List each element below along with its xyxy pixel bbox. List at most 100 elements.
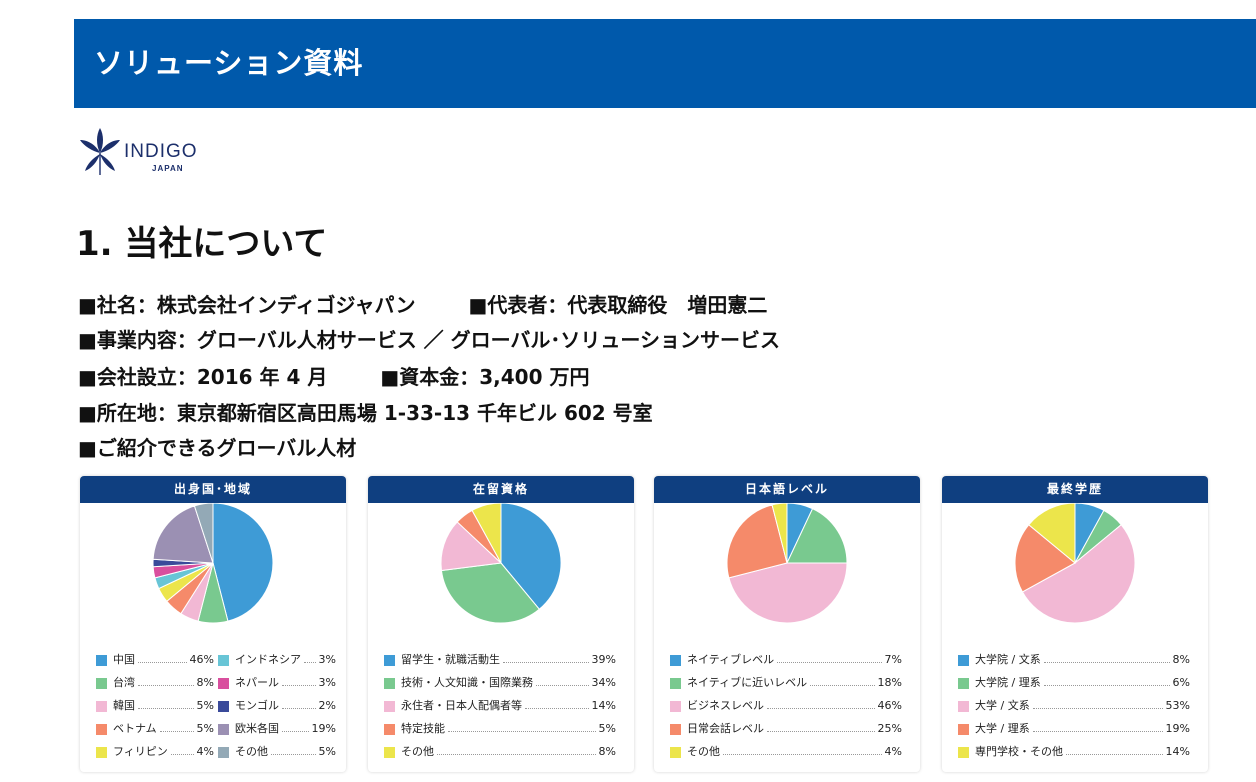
legend-label: 大学 / 文系 bbox=[975, 699, 1030, 712]
chart-card-visa: 在留資格 留学生・就職活動生 39% 技術・人文知識・国際業務 34% 永住者・日本人配… bbox=[368, 476, 634, 772]
logo-subtext: JAPAN bbox=[152, 164, 184, 173]
leader-dots bbox=[282, 707, 316, 709]
legend-swatch bbox=[218, 700, 229, 712]
pie-slice bbox=[771, 503, 788, 564]
info-line-founded: ■会社設立：2016 年 4 月 ■資本金：3,400 万円 bbox=[78, 361, 589, 390]
legend-item: ビジネスレベル 46% bbox=[670, 698, 902, 714]
legend-label: 中国 bbox=[113, 653, 135, 666]
pie-slice bbox=[152, 505, 214, 564]
legend-swatch bbox=[670, 746, 681, 758]
leaf-logo-icon bbox=[80, 128, 120, 175]
legend-label: その他 bbox=[687, 745, 720, 758]
leader-dots bbox=[777, 661, 882, 663]
legend-swatch bbox=[218, 654, 229, 666]
legend-label: 大学院 / 理系 bbox=[975, 676, 1041, 689]
chart-card-japanese-level: 日本語レベル ネイティブレベル 7% ネイティブに近いレベル 18% ビジネスレベル 46… bbox=[654, 476, 920, 772]
founded-date: ■会社設立：2016 年 4 月 bbox=[78, 365, 328, 389]
legend-item: 欧米各国 19% bbox=[218, 721, 336, 737]
legend-label: 欧米各国 bbox=[235, 722, 279, 735]
chart-title: 在留資格 bbox=[368, 476, 634, 503]
legend-item: 日常会話レベル 25% bbox=[670, 721, 902, 737]
legend-value: 34% bbox=[591, 676, 616, 689]
leader-dots bbox=[282, 684, 316, 686]
leader-dots bbox=[1066, 753, 1163, 755]
legend-label: その他 bbox=[235, 745, 268, 758]
section-title: 1. 当社について bbox=[76, 224, 328, 264]
legend-value: 39% bbox=[591, 653, 616, 666]
legend-label: 留学生・就職活動生 bbox=[401, 653, 500, 666]
legend-item: 大学 / 理系 19% bbox=[958, 721, 1190, 737]
legend-item: 特定技能 5% bbox=[384, 721, 616, 737]
leader-dots bbox=[1032, 707, 1163, 709]
leader-dots bbox=[282, 730, 309, 732]
representative: ■代表者：代表取締役 増田憲二 bbox=[468, 293, 768, 317]
info-line-business: ■事業内容：グローバル人材サービス ／ グローバル･ソリューションサービス bbox=[78, 328, 781, 352]
legend-value: 14% bbox=[1165, 745, 1190, 758]
legend-item: フィリピン 4% bbox=[96, 744, 214, 760]
legend-swatch bbox=[384, 677, 395, 689]
leader-dots bbox=[159, 730, 194, 732]
legend-value: 19% bbox=[1165, 722, 1190, 735]
legend-swatch bbox=[218, 677, 229, 689]
leader-dots bbox=[1032, 730, 1163, 732]
legend-swatch bbox=[958, 723, 969, 735]
legend-item: 中国 46% bbox=[96, 652, 214, 668]
legend-swatch bbox=[218, 723, 229, 735]
legend-swatch bbox=[384, 654, 395, 666]
legend-swatch bbox=[384, 700, 395, 712]
legend-swatch bbox=[670, 654, 681, 666]
legend-label: フィリピン bbox=[113, 745, 168, 758]
leader-dots bbox=[304, 661, 316, 663]
legend-value: 4% bbox=[196, 745, 214, 758]
chart-title: 日本語レベル bbox=[654, 476, 920, 503]
legend-value: 8% bbox=[598, 745, 616, 758]
legend-item: ネイティブレベル 7% bbox=[670, 652, 902, 668]
legend-item: 大学院 / 理系 6% bbox=[958, 675, 1190, 691]
chart-card-origin: 出身国･地域 中国 46% 台湾 8% 韓国 5% ベトナム 5% フィリピン 4% インドネシア 3… bbox=[80, 476, 346, 772]
legend-value: 19% bbox=[311, 722, 336, 735]
leader-dots bbox=[138, 684, 194, 686]
legend-swatch bbox=[670, 677, 681, 689]
legend-value: 2% bbox=[318, 699, 336, 712]
legend-value: 46% bbox=[877, 699, 902, 712]
legend-swatch bbox=[96, 677, 107, 689]
pie-slice bbox=[1028, 503, 1076, 565]
legend-swatch bbox=[958, 746, 969, 758]
legend-item: モンゴル 2% bbox=[218, 698, 336, 714]
leader-dots bbox=[138, 661, 187, 663]
pie-chart bbox=[152, 503, 274, 623]
pie-chart bbox=[440, 503, 562, 623]
leader-dots bbox=[437, 753, 596, 755]
legend-value: 8% bbox=[196, 676, 214, 689]
pie-slice bbox=[728, 562, 848, 623]
pie-chart bbox=[1014, 503, 1136, 623]
chart-card-education: 最終学歴 大学院 / 文系 8% 大学院 / 理系 6% 大学 / 文系 53% 大学 / … bbox=[942, 476, 1208, 772]
legend-label: 専門学校・その他 bbox=[975, 745, 1063, 758]
legend-item: 大学 / 文系 53% bbox=[958, 698, 1190, 714]
legend-swatch bbox=[96, 723, 107, 735]
legend-value: 25% bbox=[877, 722, 902, 735]
legend-label: モンゴル bbox=[235, 699, 279, 712]
pie-slice bbox=[500, 503, 562, 610]
legend-value: 14% bbox=[591, 699, 616, 712]
legend-value: 18% bbox=[877, 676, 902, 689]
pie-chart bbox=[726, 503, 848, 623]
legend-value: 5% bbox=[196, 722, 214, 735]
info-line-talent: ■ご紹介できるグローバル人材 bbox=[78, 436, 357, 460]
legend-item: ネイティブに近いレベル 18% bbox=[670, 675, 902, 691]
legend-swatch bbox=[96, 654, 107, 666]
company-logo: INDIGO JAPAN bbox=[78, 127, 218, 179]
legend-label: 韓国 bbox=[113, 699, 135, 712]
legend-label: ネイティブに近いレベル bbox=[687, 676, 808, 689]
legend-item: ネパール 3% bbox=[218, 675, 336, 691]
legend-item: その他 8% bbox=[384, 744, 616, 760]
legend-value: 6% bbox=[1172, 676, 1190, 689]
legend-label: 日常会話レベル bbox=[687, 722, 764, 735]
legend-value: 46% bbox=[189, 653, 214, 666]
chart-title: 出身国･地域 bbox=[80, 476, 346, 503]
legend-swatch bbox=[218, 746, 229, 758]
legend-label: インドネシア bbox=[235, 653, 301, 666]
page-title: ソリューション資料 bbox=[94, 46, 364, 80]
legend-swatch bbox=[96, 700, 107, 712]
leader-dots bbox=[448, 730, 596, 732]
